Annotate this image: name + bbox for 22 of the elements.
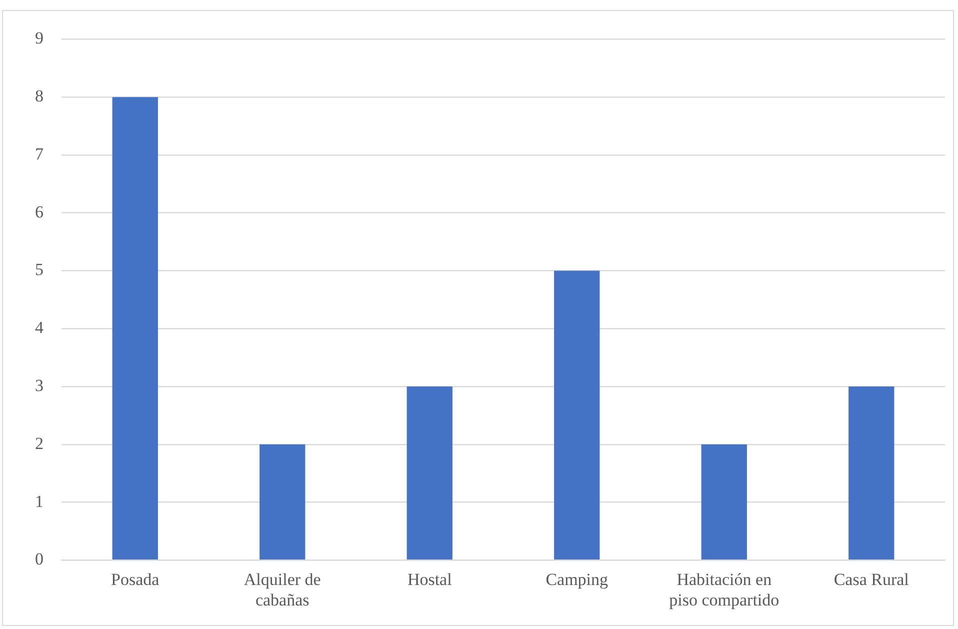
y-tick-label: 8 <box>35 86 44 106</box>
y-tick-label: 5 <box>35 260 44 280</box>
x-tick-label: Habitación en piso compartido <box>669 570 780 610</box>
bar <box>260 444 306 560</box>
bar <box>848 386 894 560</box>
bar <box>701 444 747 560</box>
y-tick-label: 0 <box>35 550 44 569</box>
y-tick-label: 6 <box>35 202 44 222</box>
y-tick-label: 3 <box>35 376 44 395</box>
bar <box>554 270 600 560</box>
x-tick-label: Posada <box>111 570 160 589</box>
y-tick-label: 1 <box>35 492 44 511</box>
x-tick-label: Camping <box>546 570 609 589</box>
x-tick-label: Alquiler de cabañas <box>244 570 321 610</box>
x-tick-label: Casa Rural <box>834 570 910 589</box>
y-tick-label: 7 <box>35 144 44 164</box>
bar <box>406 386 452 560</box>
x-tick-label: Hostal <box>407 570 452 589</box>
bar <box>112 97 158 560</box>
y-tick-label: 2 <box>35 434 44 453</box>
y-tick-label: 9 <box>35 28 44 48</box>
y-tick-label: 4 <box>35 318 44 338</box>
